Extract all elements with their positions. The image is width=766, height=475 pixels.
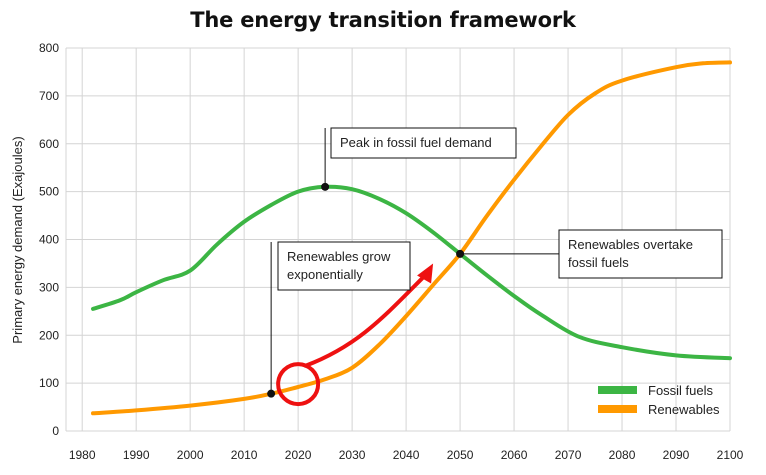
annotation-box xyxy=(330,127,517,159)
chart-title: The energy transition framework xyxy=(190,8,576,32)
legend-swatch xyxy=(598,405,637,413)
annotation-text: fossil fuels xyxy=(568,255,629,270)
x-tick-label: 2100 xyxy=(717,448,744,462)
legend-label: Fossil fuels xyxy=(648,383,714,398)
legend-swatch xyxy=(598,386,637,394)
annotations: Peak in fossil fuel demand Renewables gro… xyxy=(267,127,723,398)
x-tick-label: 2090 xyxy=(663,448,690,462)
y-tick-label: 400 xyxy=(39,233,59,247)
x-tick-labels: 1980 1990 2000 2010 2020 2030 2040 2050 2060 2070… xyxy=(69,448,744,462)
x-tick-label: 2030 xyxy=(339,448,366,462)
annotation-box xyxy=(558,229,723,279)
y-tick-label: 800 xyxy=(39,41,59,55)
renewables-line xyxy=(91,60,732,416)
annotation-text: Renewables grow xyxy=(287,249,391,264)
annotation-text: exponentially xyxy=(287,267,363,282)
highlight-circle xyxy=(276,362,321,407)
y-tick-label: 300 xyxy=(39,280,59,294)
annotation-box xyxy=(277,241,411,291)
y-axis-label: Primary energy demand (Exajoules) xyxy=(10,136,25,343)
x-tick-label: 1980 xyxy=(69,448,96,462)
grid xyxy=(65,47,731,432)
annotation-text: Peak in fossil fuel demand xyxy=(340,135,492,150)
x-tick-label: 2060 xyxy=(501,448,528,462)
annotation-text: Renewables overtake xyxy=(568,237,693,252)
series-lines xyxy=(91,60,732,416)
x-tick-label: 2000 xyxy=(177,448,204,462)
x-tick-label: 2040 xyxy=(393,448,420,462)
highlight-arrow-head xyxy=(417,263,434,284)
x-tick-label: 2070 xyxy=(555,448,582,462)
legend: Fossil fuels Renewables xyxy=(598,383,720,417)
y-tick-label: 0 xyxy=(52,424,59,438)
y-tick-label: 500 xyxy=(39,185,59,199)
annotation-point xyxy=(456,249,465,258)
annotation-point xyxy=(267,389,276,398)
annotation-point xyxy=(321,182,330,191)
x-tick-label: 1990 xyxy=(123,448,150,462)
x-tick-label: 2080 xyxy=(609,448,636,462)
y-tick-label: 100 xyxy=(39,376,59,390)
legend-label: Renewables xyxy=(648,402,720,417)
highlight xyxy=(276,263,434,407)
y-tick-labels: 0 100 200 300 400 500 600 700 800 xyxy=(39,41,59,438)
highlight-arrow-shaft xyxy=(303,273,428,368)
x-tick-label: 2020 xyxy=(285,448,312,462)
x-tick-label: 2050 xyxy=(447,448,474,462)
y-tick-label: 600 xyxy=(39,137,59,151)
fossil-fuels-line xyxy=(91,184,732,361)
x-tick-label: 2010 xyxy=(231,448,258,462)
y-tick-label: 700 xyxy=(39,89,59,103)
y-tick-label: 200 xyxy=(39,328,59,342)
